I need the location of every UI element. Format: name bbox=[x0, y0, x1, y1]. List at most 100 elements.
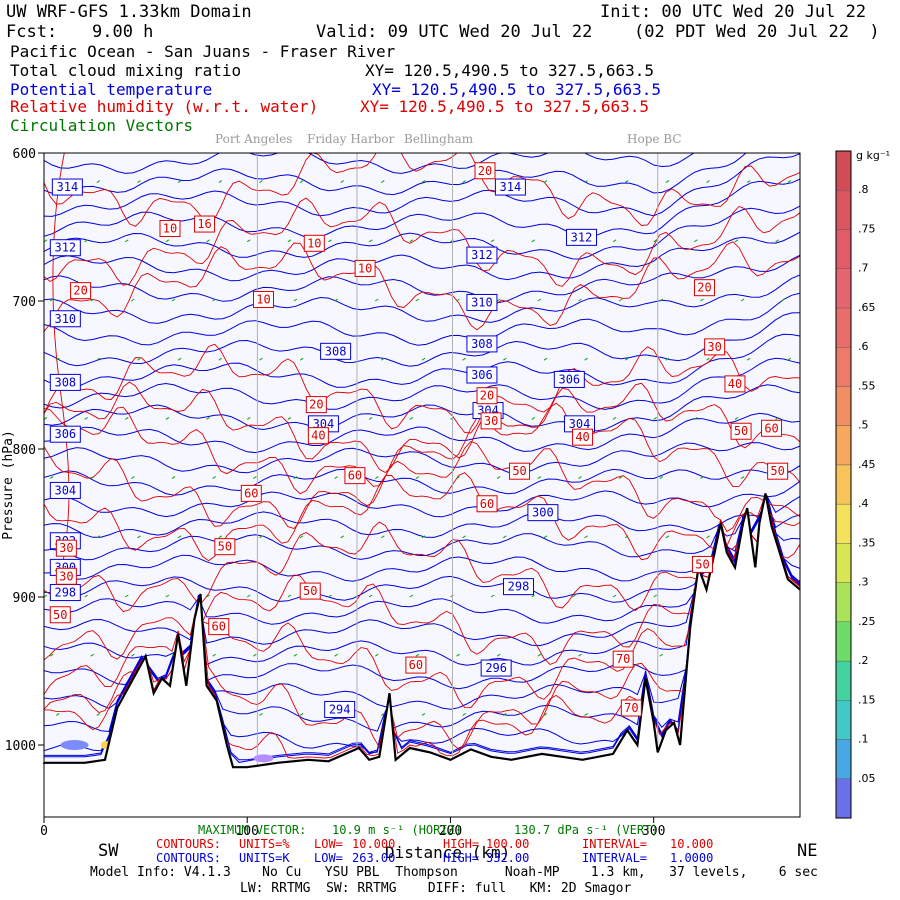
circulation-vector bbox=[775, 416, 779, 420]
theta-contours-label: CONTOURS: bbox=[156, 851, 222, 865]
circulation-vector bbox=[537, 298, 542, 302]
theta-contour-line bbox=[44, 465, 800, 496]
theta-label-box bbox=[49, 310, 81, 328]
circulation-vector bbox=[299, 357, 304, 361]
rh-label: 40 bbox=[575, 430, 589, 444]
circulation-vector bbox=[218, 357, 223, 361]
colorbar-segment bbox=[835, 660, 852, 701]
rh-label-box bbox=[194, 215, 216, 233]
theta-label: 298 bbox=[508, 580, 530, 594]
theta-label-box bbox=[466, 366, 498, 384]
circulation-vector bbox=[659, 653, 664, 657]
rh-label-box bbox=[724, 375, 746, 393]
theta-label-box bbox=[49, 373, 81, 391]
circulation-vector bbox=[177, 535, 182, 539]
circulation-vector bbox=[96, 357, 101, 361]
circulation-vector bbox=[624, 357, 629, 361]
theta-interval-value: 1.0000 bbox=[670, 851, 714, 865]
contour-layer bbox=[44, 153, 800, 763]
theta-contour-line bbox=[44, 357, 800, 410]
theta-label: 308 bbox=[471, 337, 493, 351]
theta-label-box bbox=[466, 293, 498, 311]
rh-label: 50 bbox=[303, 584, 317, 598]
circulation-vector bbox=[415, 298, 420, 302]
rh-label: 40 bbox=[311, 429, 325, 443]
rh-label: 16 bbox=[197, 217, 211, 231]
theta-label: 312 bbox=[54, 241, 76, 255]
circulation-vector bbox=[84, 594, 88, 598]
colorbar-tick-label: .7 bbox=[858, 262, 869, 275]
rh-label-box bbox=[620, 699, 642, 717]
colorbar-segment bbox=[835, 778, 852, 819]
rh-contour-line bbox=[44, 381, 800, 474]
x-tick-label: 0 bbox=[40, 824, 48, 839]
circulation-vector bbox=[665, 357, 670, 361]
circulation-vector bbox=[259, 180, 263, 184]
circulation-vector bbox=[374, 653, 379, 657]
theta-label-box bbox=[49, 481, 81, 499]
circulation-vector bbox=[618, 476, 623, 480]
circulation-vector bbox=[740, 298, 745, 302]
rh-label: 30 bbox=[484, 414, 498, 428]
theta-contour-line bbox=[44, 292, 800, 346]
circulation-vector bbox=[253, 476, 257, 480]
circulation-vector bbox=[293, 476, 298, 480]
theta-label-box bbox=[49, 239, 81, 257]
init-time: Init: 00 UTC Wed 20 Jul 22 bbox=[600, 2, 867, 22]
rh-contour-line bbox=[44, 241, 800, 332]
theta-label: 314 bbox=[57, 180, 79, 194]
rh-label: 60 bbox=[244, 486, 258, 500]
rh-label-box bbox=[761, 419, 783, 437]
circulation-vector bbox=[543, 357, 548, 361]
circulation-vector bbox=[706, 180, 710, 184]
circulation-vector bbox=[659, 298, 664, 302]
circulation-vector bbox=[253, 653, 257, 657]
theta-label-box bbox=[553, 370, 585, 388]
rh-label: 50 bbox=[512, 464, 526, 478]
y-tick-label: 600 bbox=[13, 147, 36, 162]
circulation-vector bbox=[299, 535, 304, 539]
circulation-vector bbox=[543, 712, 548, 716]
circulation-vector bbox=[496, 476, 501, 480]
circulation-vector bbox=[700, 298, 704, 302]
place-label-hope-bc: Hope BC bbox=[627, 132, 682, 146]
circulation-vector bbox=[334, 653, 338, 657]
circulation-vector bbox=[259, 357, 263, 361]
cloud-water-patch bbox=[60, 740, 89, 750]
circulation-vector bbox=[137, 535, 141, 539]
circulation-vector bbox=[531, 594, 536, 598]
rh-label: 10 bbox=[256, 293, 270, 307]
circulation-vector bbox=[206, 594, 210, 598]
x-tick-label: 100 bbox=[235, 824, 258, 839]
theta-contour-line bbox=[44, 495, 800, 603]
circulation-vector bbox=[259, 712, 263, 716]
circulation-vector bbox=[340, 180, 344, 184]
colorbar-segment bbox=[835, 700, 852, 740]
circulation-vector bbox=[415, 653, 420, 657]
contour-label-layer: 314 314 312 312 312 310 310 308 308 308 306 306 304 3… bbox=[49, 162, 789, 718]
circulation-vector bbox=[177, 180, 182, 184]
colorbar-tick-label: .1 bbox=[858, 733, 869, 746]
colorbar-tick-label: .6 bbox=[858, 340, 869, 353]
y-tick-label: 1000 bbox=[5, 739, 36, 754]
circulation-vector bbox=[537, 653, 542, 657]
rh-label: 30 bbox=[707, 340, 721, 354]
rh-contour-line bbox=[44, 343, 800, 434]
rh-label-box bbox=[303, 234, 325, 252]
colorbar-tick-label: .3 bbox=[858, 576, 869, 589]
circulation-vector bbox=[90, 298, 95, 302]
circulation-vector bbox=[381, 357, 385, 361]
rh-label-box bbox=[49, 606, 71, 624]
rh-label: 60 bbox=[764, 421, 778, 435]
circulation-vector bbox=[787, 180, 792, 184]
theta-label: 294 bbox=[329, 702, 351, 716]
circulation-vector bbox=[218, 535, 223, 539]
circulation-vector bbox=[171, 476, 176, 480]
theta-contour-line bbox=[44, 274, 800, 324]
theta-label: 296 bbox=[485, 661, 507, 675]
circulation-vector bbox=[746, 357, 751, 361]
x-tick-label: 300 bbox=[642, 824, 665, 839]
circulation-vector bbox=[137, 357, 141, 361]
colorbar-segment bbox=[835, 386, 852, 426]
rh-label: 50 bbox=[770, 464, 784, 478]
